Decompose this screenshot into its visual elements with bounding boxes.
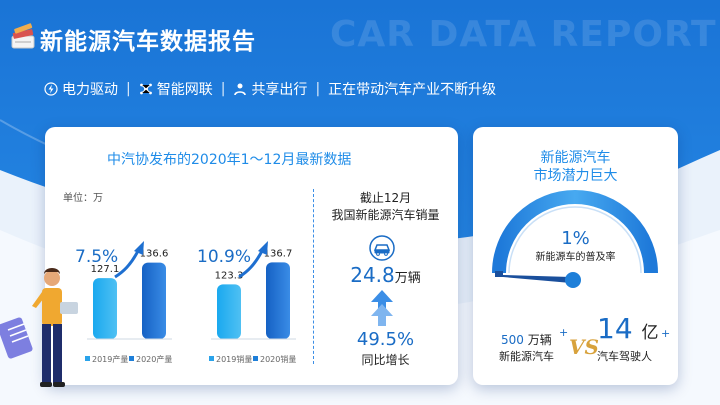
deadline-text: 截止12月 我国新能源汽车销量 bbox=[313, 190, 458, 224]
watermark-text: CAR DATA REPORT bbox=[330, 14, 717, 55]
legend-label: 2019销量 bbox=[216, 354, 252, 364]
tagline-item-power: 电力驱动 bbox=[62, 82, 118, 98]
ev-count-number: 500 bbox=[501, 333, 524, 347]
bar-2019销量 bbox=[217, 284, 241, 339]
legend-swatch bbox=[129, 356, 134, 361]
legend-label: 2019产量 bbox=[92, 354, 128, 364]
driver-count-plus: + bbox=[661, 327, 671, 340]
tagline-separator: | bbox=[220, 81, 226, 97]
driver-count-number: 14 bbox=[597, 312, 633, 345]
growth-arrow-head bbox=[134, 241, 144, 255]
network-icon bbox=[139, 83, 152, 95]
legend-label: 2020产量 bbox=[136, 354, 172, 364]
up-arrows-icon bbox=[371, 290, 393, 326]
driver-count-label: 汽车驾驶人 bbox=[597, 350, 652, 363]
tagline-item-share: 共享出行 bbox=[251, 82, 308, 98]
presenter-illustration bbox=[0, 268, 78, 387]
gauge-inner-arc bbox=[508, 206, 642, 274]
bar-value-label: 136.6 bbox=[140, 249, 169, 260]
gauge-knob bbox=[565, 272, 581, 288]
vs-badge: VS bbox=[569, 335, 599, 359]
deadline-line2: 我国新能源汽车销量 bbox=[331, 208, 440, 222]
bar-value-label: 136.7 bbox=[264, 248, 293, 259]
bar-value-label: 127.1 bbox=[91, 264, 120, 275]
gauge-label: 新能源车的普及率 bbox=[535, 252, 616, 263]
growth-percent-label: 7.5% bbox=[75, 247, 118, 267]
potential-heading-line1: 新能源汽车 bbox=[540, 150, 611, 166]
tagline-separator: | bbox=[126, 81, 131, 97]
gauge-percent: 1% bbox=[561, 228, 590, 249]
gauge-needle bbox=[503, 275, 571, 283]
tagline: 电力驱动 | 智能网联 | 共享出行 | 正在带动汽车产业不断升级 bbox=[44, 79, 496, 99]
sales-unit: 万辆 bbox=[394, 271, 421, 286]
data-card: 中汽协发布的2020年1～12月最新数据 单位：万 127.1 2019产量 136… bbox=[45, 127, 458, 385]
report-books-icon bbox=[11, 23, 35, 49]
driver-count-unit: 亿 bbox=[641, 323, 659, 343]
legend-swatch bbox=[85, 356, 90, 361]
sales-value: 24.8万辆 bbox=[313, 263, 458, 287]
growth-percent-label: 10.9% bbox=[197, 247, 251, 267]
ev-count-plus: + bbox=[559, 326, 569, 339]
car-icon bbox=[369, 235, 395, 261]
data-card-heading: 中汽协发布的2020年1～12月最新数据 bbox=[107, 152, 352, 168]
ev-count: 500 万辆 bbox=[501, 331, 552, 348]
growth-arrow bbox=[238, 248, 265, 279]
gauge-start-marker bbox=[495, 271, 503, 277]
bar-chart: 127.1 2019产量 136.6 2020产量 7.5% 123.3 2019销量 136… bbox=[75, 241, 296, 364]
gauge bbox=[492, 190, 658, 288]
growth-value: 49.5% bbox=[356, 329, 415, 350]
bar-value-label: 123.3 bbox=[215, 270, 244, 281]
share-person-icon bbox=[234, 83, 247, 96]
tagline-separator: | bbox=[315, 81, 321, 97]
driver-count: 14 亿 bbox=[597, 312, 659, 345]
growth-arrow-head bbox=[258, 241, 268, 255]
legend-label: 2020销量 bbox=[260, 354, 296, 364]
potential-card: 新能源汽车 市场潜力巨大 1% 新能源车的普及率 500 万辆 + 新能源汽车 … bbox=[473, 127, 678, 385]
bar-2020产量 bbox=[142, 262, 166, 339]
dashed-divider bbox=[313, 189, 314, 364]
tagline-item-smart: 智能网联 bbox=[156, 82, 213, 98]
bar-2019产量 bbox=[93, 278, 117, 339]
gauge-arc bbox=[492, 190, 658, 274]
growth-label: 同比增长 bbox=[361, 353, 410, 367]
bar-2020销量 bbox=[266, 262, 290, 339]
ev-count-unit: 万辆 bbox=[527, 333, 552, 347]
potential-heading-line2: 市场潜力巨大 bbox=[533, 168, 618, 184]
lightning-icon bbox=[44, 82, 58, 96]
unit-label: 单位：万 bbox=[63, 193, 103, 204]
page-title: 新能源汽车数据报告 bbox=[40, 29, 256, 55]
deadline-line1: 截止12月 bbox=[359, 191, 412, 205]
legend-swatch bbox=[253, 356, 258, 361]
ev-count-label: 新能源汽车 bbox=[499, 350, 554, 363]
legend-swatch bbox=[209, 356, 214, 361]
tagline-slogan: 正在带动汽车产业不断升级 bbox=[328, 82, 497, 98]
growth-arrow bbox=[114, 248, 141, 279]
potential-heading: 新能源汽车 市场潜力巨大 bbox=[473, 149, 678, 185]
sales-number: 24.8 bbox=[350, 263, 395, 287]
